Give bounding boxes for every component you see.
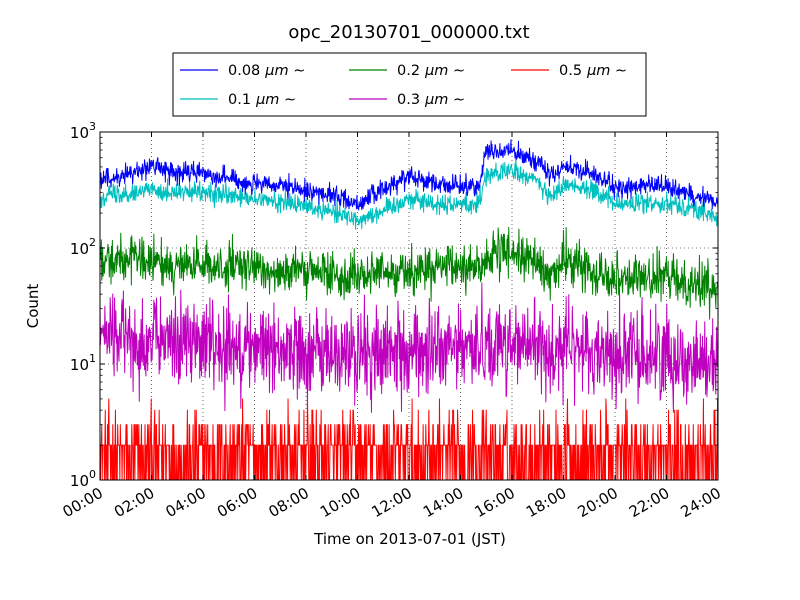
legend-frame [172, 52, 647, 117]
y-tick-label: 100 [70, 468, 96, 490]
series-line-4 [100, 398, 718, 480]
axis-ticks [99, 131, 719, 481]
y-axis-label: Count [24, 284, 42, 329]
series-line-0 [100, 139, 718, 211]
series-layer [100, 139, 718, 480]
series-line-1 [100, 156, 718, 230]
legend-entry-3: 0.3 μm ∼ [397, 92, 465, 108]
legend-entry-1: 0.1 μm ∼ [228, 92, 296, 108]
legend-entry-0: 0.08 μm ∼ [228, 63, 305, 79]
legend-entry-4: 0.5 μm ∼ [559, 63, 627, 79]
legend: 0.08 μm ∼ 0.1 μm ∼ 0.2 μm ∼ 0.3 μm ∼ 0.5 μm ∼ [172, 52, 647, 117]
series-line-3 [100, 282, 718, 414]
y-tick-label: 101 [70, 352, 96, 374]
y-tick-label: 103 [70, 120, 96, 142]
x-axis-label: Time on 2013-07-01 (JST) [313, 530, 506, 548]
chart-title: opc_20130701_000000.txt [288, 22, 529, 43]
series-line-2 [100, 226, 718, 320]
y-tick-label: 102 [70, 236, 96, 258]
legend-entry-2: 0.2 μm ∼ [397, 63, 465, 79]
y-tick-labels: 100 101 102 103 [70, 120, 96, 490]
